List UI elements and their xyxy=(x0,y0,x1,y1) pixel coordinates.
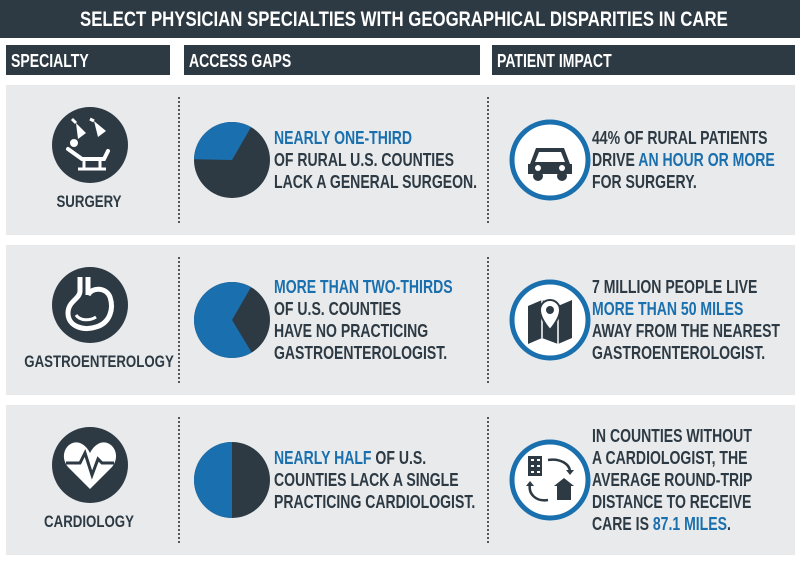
text-line: DRIVE AN HOUR OR MORE xyxy=(592,149,775,171)
text: LACK A GENERAL SURGEON. xyxy=(274,172,478,192)
impact-icon xyxy=(509,439,591,521)
highlight-text: NEARLY ONE-THIRD xyxy=(274,128,413,148)
pie-slice xyxy=(194,122,251,160)
text-line: GASTROENTEROLOGIST. xyxy=(592,342,765,364)
header: ACCESS GAPS xyxy=(189,51,292,71)
separator xyxy=(178,257,180,383)
text: . xyxy=(727,514,731,534)
text: COUNTIES LACK A SINGLE xyxy=(274,470,459,490)
impact-icon xyxy=(509,119,591,201)
separator xyxy=(487,417,489,543)
text-line: DISTANCE TO RECEIVE xyxy=(592,491,751,513)
text: 44% OF RURAL PATIENTS xyxy=(592,128,768,148)
text-line: NEARLY ONE-THIRD xyxy=(274,127,412,149)
text-line: MORE THAN 50 MILES xyxy=(592,298,743,320)
row-graphics xyxy=(52,107,591,201)
text: 7 MILLION PEOPLE LIVE xyxy=(592,277,758,297)
text: A CARDIOLOGIST, THE xyxy=(592,448,748,468)
header: SPECIALTY xyxy=(11,51,89,71)
text-line: 44% OF RURAL PATIENTS xyxy=(592,127,768,149)
pie-slice xyxy=(194,442,232,518)
specialty-icon xyxy=(52,427,128,503)
title: SELECT PHYSICIAN SPECIALTIES WITH GEOGRA… xyxy=(80,8,728,31)
text: OF U.S. xyxy=(375,448,427,468)
text-line: A CARDIOLOGIST, THE xyxy=(592,447,747,469)
text: GASTROENTEROLOGIST. xyxy=(274,343,448,363)
separator xyxy=(487,97,489,223)
text: HAVE NO PRACTICING xyxy=(274,321,429,341)
text: CARE IS xyxy=(592,514,649,534)
highlight-text: MORE THAN TWO-THIRDS xyxy=(274,277,453,297)
text-line: PRACTICING CARDIOLOGIST. xyxy=(274,491,475,513)
row: CARDIOLOGY NEARLY HALF OF U.S. COUNTIES LA… xyxy=(6,405,795,555)
text-line: IN COUNTIES WITHOUT xyxy=(592,425,752,447)
text-line: AWAY FROM THE NEAREST xyxy=(592,320,780,342)
specialty-label: CARDIOLOGY xyxy=(44,512,134,531)
text: OF RURAL U.S. COUNTIES xyxy=(274,150,454,170)
highlight-text: AN HOUR OR MORE xyxy=(638,150,775,170)
text-line: AVERAGE ROUND-TRIP xyxy=(592,469,752,491)
row: GASTROENTEROLOGY MORE THAN TWO-THIRDS OF U… xyxy=(6,245,795,395)
text-line: OF RURAL U.S. COUNTIES xyxy=(274,149,454,171)
text: DISTANCE TO RECEIVE xyxy=(592,492,752,512)
impact-icon xyxy=(509,279,591,361)
text: PRACTICING CARDIOLOGIST. xyxy=(274,492,476,512)
text: DRIVE xyxy=(592,150,635,170)
text-line: COUNTIES LACK A SINGLE xyxy=(274,469,459,491)
specialty-label: GASTROENTEROLOGY xyxy=(24,352,174,371)
text: AVERAGE ROUND-TRIP xyxy=(592,470,753,490)
highlight-text: 87.1 MILES xyxy=(652,514,728,534)
specialty-label: SURGERY xyxy=(56,192,122,211)
specialty-icon xyxy=(52,107,128,183)
separator xyxy=(178,97,180,223)
header-cell: ACCESS GAPS xyxy=(184,45,480,75)
text-line: MORE THAN TWO-THIRDS xyxy=(274,276,453,298)
highlight-text: NEARLY HALF xyxy=(274,448,372,468)
text-line: HAVE NO PRACTICING xyxy=(274,320,428,342)
specialty-icon xyxy=(52,267,128,343)
row-graphics xyxy=(52,427,591,521)
text: FOR SURGERY. xyxy=(592,172,697,192)
text-line: 7 MILLION PEOPLE LIVE xyxy=(592,276,757,298)
header: PATIENT IMPACT xyxy=(497,51,612,71)
text: AWAY FROM THE NEAREST xyxy=(592,321,781,341)
text: IN COUNTIES WITHOUT xyxy=(592,426,752,446)
text-line: GASTROENTEROLOGIST. xyxy=(274,342,447,364)
separator xyxy=(487,257,489,383)
text: GASTROENTEROLOGIST. xyxy=(592,343,766,363)
highlight-text: MORE THAN 50 MILES xyxy=(592,299,744,319)
header-cell: PATIENT IMPACT xyxy=(492,45,795,75)
text-line: CARE IS 87.1 MILES. xyxy=(592,513,731,535)
text-line: NEARLY HALF OF U.S. xyxy=(274,447,426,469)
header-cell: SPECIALTY xyxy=(6,45,170,75)
pie-slice xyxy=(194,282,252,358)
separator xyxy=(178,417,180,543)
title-bar: SELECT PHYSICIAN SPECIALTIES WITH GEOGRA… xyxy=(0,0,800,38)
row: SURGERY NEARLY ONE-THIRD OF RURAL U.S. COU… xyxy=(6,85,795,235)
text: OF U.S. COUNTIES xyxy=(274,299,402,319)
text-line: LACK A GENERAL SURGEON. xyxy=(274,171,477,193)
text-line: FOR SURGERY. xyxy=(592,171,697,193)
row-graphics xyxy=(52,267,591,361)
text-line: OF U.S. COUNTIES xyxy=(274,298,401,320)
